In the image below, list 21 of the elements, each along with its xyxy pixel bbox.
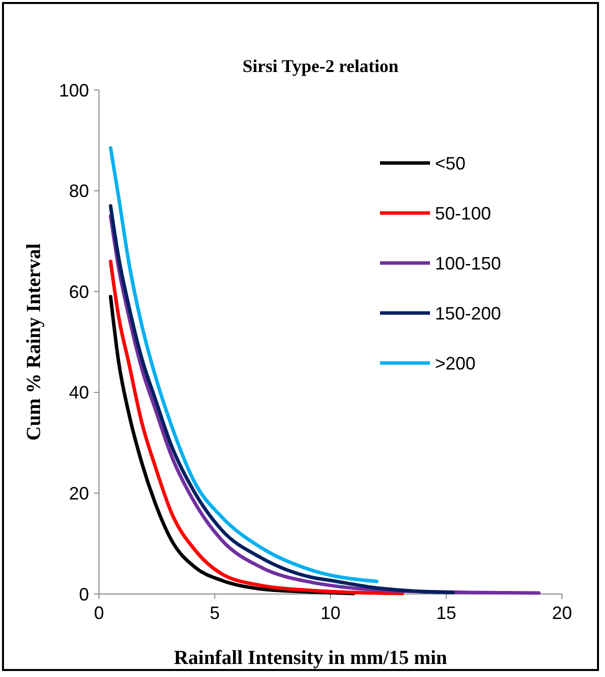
legend-label: 100-150	[435, 253, 502, 274]
x-axis-title: Rainfall Intensity in mm/15 min	[174, 647, 448, 669]
legend-label: 150-200	[435, 303, 502, 324]
y-tick-label: 40	[68, 382, 89, 403]
y-tick-label: 0	[78, 584, 89, 604]
x-tick-label: 20	[552, 603, 572, 623]
legend-label: >200	[435, 353, 476, 374]
line-series	[108, 146, 379, 584]
y-tick-label: 100	[58, 80, 89, 100]
y-axis-title: Cum % Rainy Interval	[23, 242, 45, 441]
chart-title: Sirsi Type-2 relation	[242, 56, 399, 76]
y-tick-label: 80	[68, 181, 89, 202]
x-tick-label: 15	[436, 603, 456, 623]
y-tick-label: 60	[68, 282, 89, 302]
line-series	[108, 260, 404, 596]
y-tick-label: 20	[68, 484, 89, 504]
x-tick-label: 0	[94, 603, 104, 623]
legend-label: 50-100	[435, 203, 492, 224]
x-tick-label: 10	[320, 603, 341, 623]
x-tick-label: 5	[210, 603, 220, 623]
legend-label: <50	[435, 153, 466, 174]
